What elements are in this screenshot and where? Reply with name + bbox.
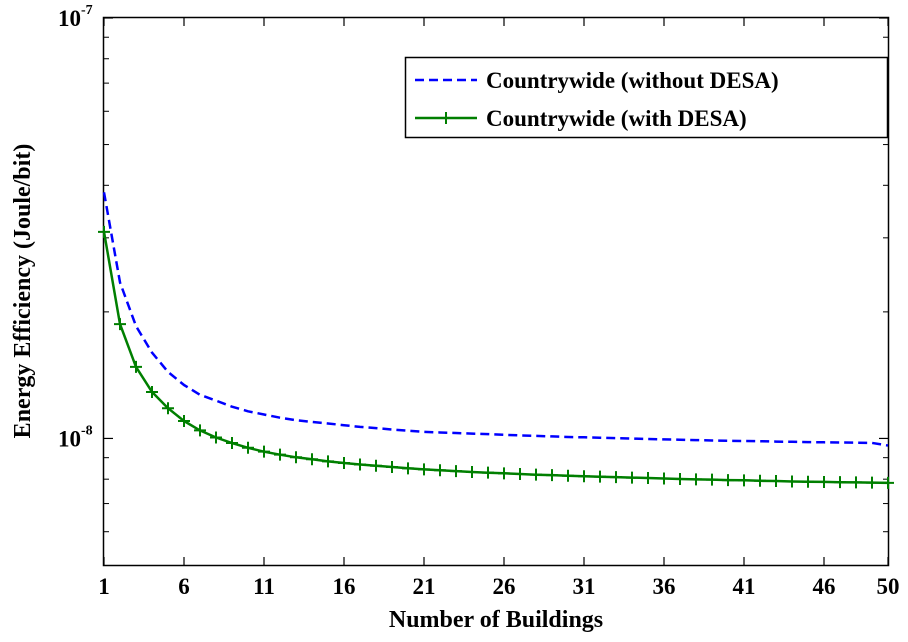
data-point [194,424,206,437]
data-point [98,225,110,238]
data-point [658,472,670,485]
data-point [882,476,894,489]
data-point [818,475,830,488]
data-point [242,441,254,454]
series-layer [98,192,894,489]
data-point [850,476,862,489]
x-tick-label: 50 [877,574,900,599]
data-point [498,467,510,480]
data-point [706,473,718,486]
x-tick-label: 46 [813,574,836,599]
data-point [562,469,574,482]
x-tick-label: 36 [653,574,676,599]
x-tick-label: 1 [98,574,110,599]
data-point [338,457,350,470]
legend-label-with-desa: Countrywide (with DESA) [486,106,747,131]
data-point [578,470,590,483]
data-point [738,474,750,487]
data-point [626,471,638,484]
data-point [642,472,654,485]
x-tick-label: 21 [413,574,436,599]
data-point [178,415,190,428]
legend-box [404,56,889,139]
data-point [514,468,526,481]
data-point [722,474,734,487]
legend-label-without-desa: Countrywide (without DESA) [486,68,779,93]
data-point [786,475,798,488]
data-point [674,472,686,485]
x-tick-label: 11 [253,574,275,599]
data-point [834,476,846,489]
x-axis: 1 6 11 16 21 26 31 36 41 46 50 [98,18,900,599]
y-tick-label: 10-7 [58,3,93,31]
y-axis: 10-8 10-7 [58,3,888,451]
x-tick-label: 6 [178,574,190,599]
y-axis-title: Energy Efficiency (Joule/bit) [10,144,36,439]
x-tick-label: 41 [733,574,756,599]
series-line-0 [102,192,889,447]
data-point [754,474,766,487]
data-point [546,469,558,482]
data-point [290,451,302,464]
data-point [146,385,158,398]
data-point [802,475,814,488]
data-point [466,466,478,479]
data-point [386,461,398,474]
data-point [418,463,430,476]
data-point [274,448,286,461]
data-point [306,453,318,466]
data-point [322,455,334,468]
data-point [434,464,446,477]
data-point [354,458,366,471]
y-tick-label: 10-8 [58,423,93,451]
data-point [594,470,606,483]
data-point [130,360,142,373]
data-point [450,465,462,478]
data-point [258,445,270,458]
data-point [866,476,878,489]
legend-marker-with-desa [440,112,452,124]
data-point [482,466,494,479]
data-point [402,462,414,475]
data-point [530,468,542,481]
legend: Countrywide (without DESA) Countrywide (… [404,56,889,139]
data-point [210,431,222,444]
data-point [610,471,622,484]
x-tick-label: 26 [493,574,516,599]
x-tick-label: 31 [573,574,596,599]
data-point [690,473,702,486]
data-point [370,459,382,472]
x-tick-label: 16 [333,574,356,599]
data-point [226,437,238,450]
x-axis-title: Number of Buildings [389,607,603,633]
data-point [114,318,126,331]
data-point [162,402,174,415]
data-point [770,475,782,488]
